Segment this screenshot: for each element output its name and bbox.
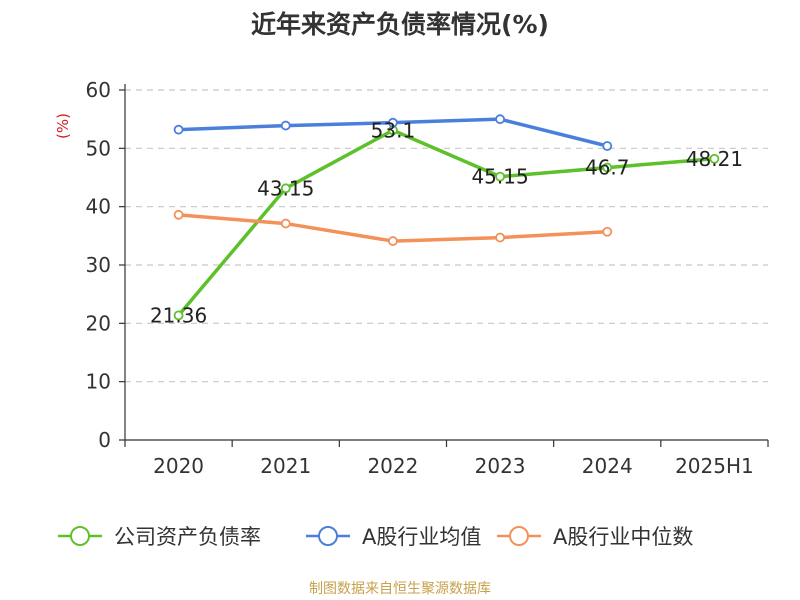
data-label: 48.21 — [686, 147, 743, 171]
data-point — [173, 310, 184, 321]
x-tick-label: 2020 — [153, 454, 204, 478]
data-point — [709, 153, 720, 164]
y-tick-label: 60 — [86, 78, 111, 102]
legend-marker — [70, 526, 90, 546]
series-lines — [173, 114, 720, 321]
legend-marker — [318, 526, 338, 546]
x-tick-label: 2021 — [260, 454, 311, 478]
grid-lines — [125, 89, 768, 383]
data-label: 43.15 — [257, 176, 314, 200]
data-point — [495, 114, 505, 125]
legend-label: A股行业中位数 — [553, 525, 693, 549]
source-footer: 制图数据来自恒生聚源数据库 — [309, 581, 491, 597]
data-point — [280, 183, 291, 194]
data-point — [602, 226, 613, 237]
data-point — [280, 120, 291, 131]
x-tick-label: 2024 — [582, 454, 633, 478]
y-tick-label: 50 — [86, 136, 111, 160]
x-tick-label: 2025H1 — [675, 454, 754, 478]
legend-marker — [509, 526, 529, 546]
series-line — [177, 128, 715, 317]
y-axis-unit-label: (%) — [54, 113, 72, 139]
data-point — [388, 236, 398, 246]
data-point — [173, 124, 184, 135]
axes: 0 10 20 30 40 50 60 2020 2021 2022 2023 2024 2025H1 — [86, 78, 769, 478]
y-tick-label: 20 — [86, 311, 111, 335]
x-tick-label: 2023 — [475, 454, 526, 478]
legend-label: 公司资产负债率 — [114, 525, 261, 549]
data-point — [602, 162, 613, 173]
chart-title: 近年来资产负债率情况(%) — [251, 10, 549, 39]
data-label: 21.36 — [150, 303, 207, 327]
data-point — [173, 209, 184, 220]
data-point — [495, 171, 505, 182]
data-label: 53.1 — [371, 118, 416, 142]
y-tick-label: 40 — [86, 195, 111, 219]
data-point — [495, 232, 505, 243]
y-tick-label: 30 — [86, 253, 111, 277]
data-point — [280, 218, 291, 229]
data-label: 46.7 — [585, 156, 630, 180]
data-point — [388, 117, 398, 128]
legend-label: A股行业均值 — [362, 525, 481, 549]
legend: 公司资产负债率 A股行业均值 A股行业中位数 — [58, 525, 693, 549]
x-tick-label: 2022 — [367, 454, 418, 478]
data-point — [602, 141, 613, 151]
y-tick-label: 10 — [86, 370, 111, 394]
data-labels: 21.36 43.15 53.1 45.15 46.7 48.21 — [150, 118, 743, 327]
data-label: 45.15 — [471, 165, 528, 189]
y-tick-label: 0 — [98, 428, 111, 452]
